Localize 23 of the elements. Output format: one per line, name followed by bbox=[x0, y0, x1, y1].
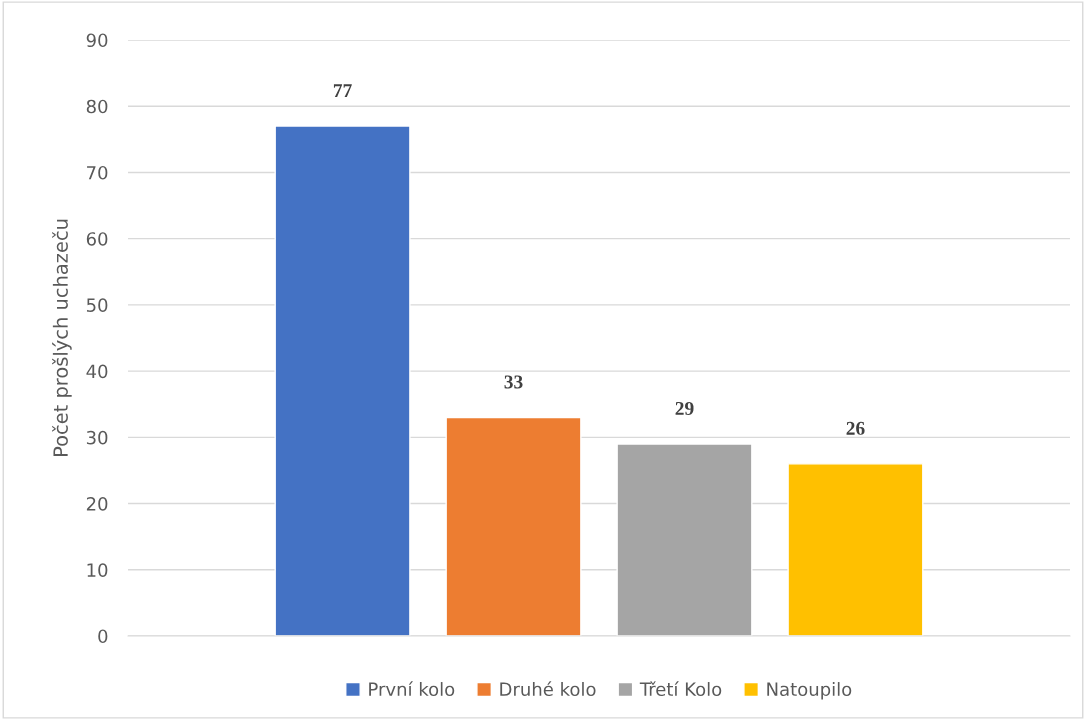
bar bbox=[274, 125, 411, 636]
bar bbox=[445, 416, 582, 636]
data-label: 33 bbox=[504, 375, 523, 389]
y-tick-label: 0 bbox=[98, 629, 108, 644]
y-tick-label: 80 bbox=[86, 99, 108, 114]
y-tick-label: 40 bbox=[86, 364, 108, 379]
bar bbox=[787, 463, 924, 636]
data-label: 77 bbox=[333, 84, 352, 97]
y-axis-title: Počet prošlých uchazeču bbox=[52, 219, 72, 457]
bar bbox=[616, 443, 753, 636]
y-tick-label: 70 bbox=[87, 165, 108, 180]
y-tick-label: 30 bbox=[86, 430, 108, 445]
legend-label: Natoupilo bbox=[767, 682, 852, 700]
y-tick-label: 10 bbox=[87, 563, 108, 577]
legend-label: Druhé kolo bbox=[500, 681, 596, 697]
y-tick-label: 50 bbox=[86, 298, 108, 313]
data-label: 29 bbox=[675, 401, 694, 416]
y-tick-label: 90 bbox=[86, 33, 108, 48]
legend-label: Třetí Kolo bbox=[639, 681, 722, 697]
y-tick-label: 60 bbox=[86, 232, 108, 246]
y-tick-label: 20 bbox=[86, 497, 108, 511]
data-label: 26 bbox=[846, 421, 865, 435]
legend-label: První kolo bbox=[369, 681, 455, 697]
